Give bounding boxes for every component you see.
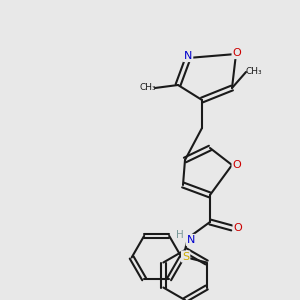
- Text: CH₃: CH₃: [246, 68, 262, 76]
- Text: O: O: [234, 223, 242, 233]
- Text: N: N: [187, 235, 195, 245]
- Text: S: S: [182, 251, 189, 262]
- Text: CH₃: CH₃: [140, 83, 156, 92]
- Text: H: H: [176, 230, 184, 240]
- Text: O: O: [232, 48, 242, 58]
- Text: N: N: [184, 51, 192, 61]
- Text: O: O: [232, 160, 242, 170]
